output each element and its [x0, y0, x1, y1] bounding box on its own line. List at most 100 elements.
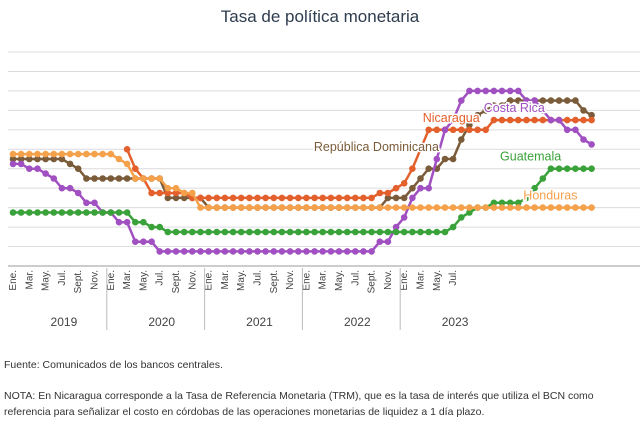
data-point — [335, 228, 343, 236]
data-point — [400, 204, 408, 211]
data-point — [180, 194, 188, 202]
data-point — [164, 248, 172, 255]
x-tick-label: Jul. — [253, 270, 264, 286]
data-point — [156, 189, 163, 197]
data-point — [74, 150, 82, 158]
data-point — [205, 228, 212, 236]
data-point — [303, 204, 310, 211]
data-point — [74, 209, 82, 216]
data-point — [91, 199, 98, 207]
data-point — [164, 184, 172, 192]
data-point — [506, 204, 514, 211]
data-point — [180, 189, 188, 197]
data-point — [458, 204, 465, 211]
data-point — [580, 116, 587, 124]
data-point — [417, 146, 424, 153]
data-point — [433, 155, 441, 163]
data-point — [376, 189, 384, 197]
data-point — [229, 204, 237, 211]
x-tick-label: Sept. — [73, 270, 84, 293]
x-tick-label: Ene. — [204, 270, 215, 291]
data-point — [384, 204, 392, 211]
chart-title: Tasa de política monetaria — [220, 7, 420, 26]
year-label: 2020 — [148, 315, 175, 329]
data-point — [123, 146, 131, 153]
footnote: NOTA: En Nicaragua corresponde a la Tasa… — [4, 390, 594, 418]
data-point — [205, 194, 212, 202]
x-tick-label: Sept. — [367, 270, 378, 293]
data-point — [74, 189, 82, 197]
data-point — [482, 126, 490, 134]
data-point — [572, 204, 579, 211]
data-point — [547, 116, 555, 124]
data-point — [58, 184, 66, 192]
data-point — [458, 214, 465, 221]
data-point — [213, 248, 221, 255]
data-point — [197, 194, 204, 202]
data-point — [376, 228, 384, 236]
data-point — [449, 126, 457, 134]
data-point — [515, 97, 522, 104]
data-point — [115, 209, 123, 216]
data-point — [156, 175, 163, 182]
x-tick-label: Jul. — [448, 270, 459, 286]
series-guatemala — [9, 165, 595, 236]
data-point — [327, 248, 335, 255]
data-point — [303, 194, 310, 202]
data-point — [197, 248, 204, 255]
data-point — [474, 111, 481, 119]
data-point — [588, 165, 595, 172]
data-point — [26, 165, 33, 172]
series-label: Honduras — [523, 189, 577, 203]
data-point — [531, 116, 538, 124]
data-point — [237, 204, 245, 211]
data-point — [164, 228, 172, 236]
data-point — [580, 204, 587, 211]
data-point — [458, 126, 465, 134]
data-point — [449, 116, 457, 124]
data-point — [417, 184, 424, 192]
series-label: Costa Rica — [484, 101, 545, 115]
data-point — [392, 194, 400, 202]
data-point — [441, 204, 449, 211]
data-point — [34, 155, 41, 163]
data-point — [498, 87, 506, 95]
data-point — [490, 102, 498, 109]
data-point — [107, 209, 115, 216]
data-point — [286, 228, 294, 236]
x-tick-label: May. — [236, 270, 247, 291]
data-point — [498, 116, 506, 124]
data-point — [172, 248, 180, 255]
x-tick-label: Ene. — [399, 270, 410, 291]
data-point — [132, 175, 139, 182]
data-point — [140, 175, 147, 182]
x-tick-label: Mar. — [220, 270, 231, 289]
data-point — [221, 204, 229, 211]
data-point — [409, 165, 416, 172]
data-point — [237, 228, 245, 236]
series-label: Guatemala — [500, 150, 561, 164]
data-point — [449, 155, 457, 163]
data-point — [270, 194, 278, 202]
data-point — [506, 116, 514, 124]
series-lines — [9, 87, 595, 255]
data-point — [588, 204, 595, 211]
data-point — [156, 248, 163, 255]
data-point — [197, 204, 204, 211]
data-point — [229, 228, 237, 236]
data-point — [205, 204, 212, 211]
data-point — [572, 165, 579, 172]
data-point — [58, 209, 66, 216]
data-point — [270, 248, 278, 255]
data-point — [474, 87, 481, 95]
data-point — [433, 204, 441, 211]
data-point — [42, 209, 49, 216]
data-point — [295, 248, 302, 255]
data-point — [278, 194, 286, 202]
data-point — [466, 87, 473, 95]
data-point — [237, 248, 245, 255]
data-point — [360, 228, 367, 236]
data-point — [425, 126, 433, 134]
data-point — [523, 204, 530, 211]
data-point — [172, 194, 180, 202]
